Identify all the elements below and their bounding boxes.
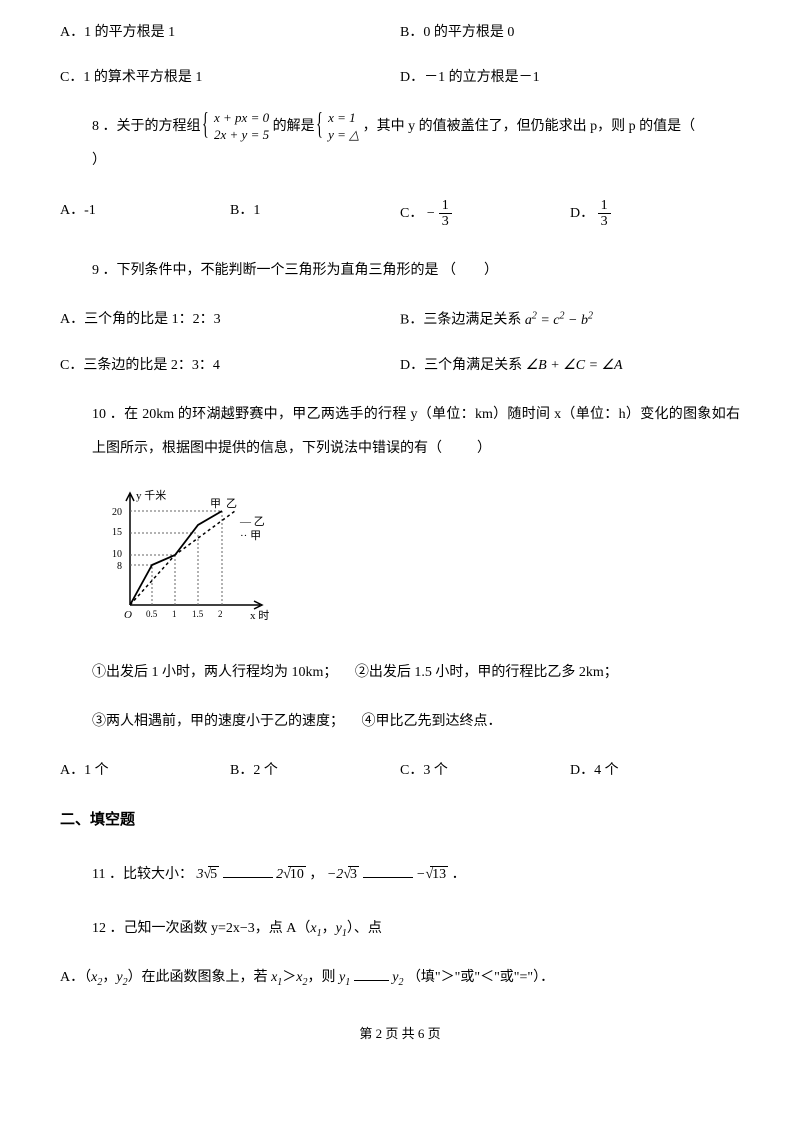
q11-comma: ， <box>309 867 323 882</box>
q10-chart: y 千米 x 时 20 15 10 8 O 0.5 1 1.5 2 甲 乙 — … <box>100 485 740 639</box>
q8-close: ） <box>92 153 106 168</box>
svg-text:2: 2 <box>218 609 223 619</box>
q9: 9 ．下列条件中，不能判断一个三角形为直角三角形的是 （） <box>60 254 740 288</box>
q8-optD-label: D． <box>570 206 594 221</box>
q8-optA: A．-1 <box>60 198 230 230</box>
q8-system1: x + px = 0 2x + y = 5 <box>204 110 269 144</box>
q7-optD: D．－1 的立方根是－1 <box>400 65 740 90</box>
q9-optB-pre: B．三条边满足关系 <box>400 313 521 328</box>
q12-text1: 12 ．己知一次函数 y=2x−3，点 A（ <box>92 921 310 936</box>
q8-fracD-den: 3 <box>598 214 611 229</box>
q12-lineA-mid1: ）在此函数图象上，若 <box>128 970 268 985</box>
svg-text:O: O <box>124 609 132 621</box>
q10-optC: C．3 个 <box>400 758 570 783</box>
q8-optD: D． 13 <box>570 198 740 230</box>
q8-eq1b: 2x + y = 5 <box>214 127 269 144</box>
q10-s2: ②出发后 1.5 小时，甲的行程比乙多 2km； <box>355 665 618 680</box>
svg-text:8: 8 <box>117 561 122 572</box>
q7-optA: A．1 的平方根是 1 <box>60 20 400 45</box>
q11-dot: ． <box>452 867 466 882</box>
q11-r3: 3 <box>348 866 359 882</box>
q12: 12 ．己知一次函数 y=2x−3，点 A（x1，y1）、点 <box>60 912 740 946</box>
svg-text:甲: 甲 <box>210 498 221 510</box>
q11: 11 ．比较大小： 35 210 ， −23 −13 ． <box>60 858 740 892</box>
q10-s1: ①出发后 1 小时，两人行程均为 10km； <box>92 665 337 680</box>
svg-text:y 千米: y 千米 <box>136 489 166 502</box>
q9-text: 9 ．下列条件中，不能判断一个三角形为直角三角形的是 <box>92 263 439 278</box>
svg-text:·· 甲: ·· 甲 <box>240 530 261 542</box>
q8-eq2a: x = 1 <box>328 110 359 127</box>
q9-optB: B．三条边满足关系 a2 = c2 − b2 <box>400 307 740 333</box>
q8-optC: C． −13 <box>400 198 570 230</box>
q12-text2: ）、点 <box>347 921 382 936</box>
q8-fracC-num: 1 <box>439 198 452 214</box>
q10-optA: A．1 个 <box>60 758 230 783</box>
svg-text:0.5: 0.5 <box>146 609 158 619</box>
q12-blank <box>354 967 389 981</box>
svg-text:20: 20 <box>112 507 122 518</box>
q11-a2: 2 <box>276 867 283 882</box>
q7-optC: C．1 的算术平方根是 1 <box>60 65 400 90</box>
q10-options: A．1 个 B．2 个 C．3 个 D．4 个 <box>60 758 740 783</box>
q10-statements-1: ①出发后 1 小时，两人行程均为 10km； ②出发后 1.5 小时，甲的行程比… <box>60 660 740 685</box>
q9-optD-pre: D．三个角满足关系 <box>400 358 522 373</box>
q12-lineA-mid4: （填"＞"或"＜"或"="）． <box>407 970 554 985</box>
svg-text:乙: 乙 <box>226 497 237 510</box>
q11-blank2 <box>363 864 413 878</box>
q11-a1: 3 <box>196 867 203 882</box>
q10-s4: ④甲比乙先到达终点． <box>362 714 502 729</box>
svg-text:1.5: 1.5 <box>192 609 204 619</box>
q9-optD-math: ∠B + ∠C = ∠A <box>526 358 623 373</box>
svg-text:— 乙: — 乙 <box>239 515 265 528</box>
q8-fracD-num: 1 <box>598 198 611 214</box>
q10-s3: ③两人相遇前，甲的速度小于乙的速度； <box>92 714 344 729</box>
page-footer: 第 2 页 共 6 页 <box>60 1022 740 1045</box>
q10-text: 10 ．在 20km 的环湖越野赛中，甲乙两选手的行程 y（单位：km）随时间 … <box>92 407 740 456</box>
q10-optD: D．4 个 <box>570 758 740 783</box>
q9-optD: D．三个角满足关系 ∠B + ∠C = ∠A <box>400 353 740 378</box>
q8: 8 ．关于的方程组 x + px = 0 2x + y = 5 的解是 x = … <box>60 110 740 177</box>
q8-system2: x = 1 y = △ <box>318 110 359 144</box>
q12-lineA-mid2: ＞ <box>282 970 296 985</box>
q11-r2: 10 <box>288 866 306 882</box>
q10-optB: B．2 个 <box>230 758 400 783</box>
q8-fracC-den: 3 <box>439 214 452 229</box>
q8-eq2b: y = △ <box>328 127 359 144</box>
q11-a3: −2 <box>327 867 343 882</box>
svg-text:10: 10 <box>112 549 122 560</box>
chart-svg: y 千米 x 时 20 15 10 8 O 0.5 1 1.5 2 甲 乙 — … <box>100 485 280 630</box>
q9-optC: C．三条边的比是 2：3：4 <box>60 353 400 378</box>
q7-optB: B．0 的平方根是 0 <box>400 20 740 45</box>
svg-text:15: 15 <box>112 527 122 538</box>
q11-pre: 11 ．比较大小： <box>92 867 193 882</box>
q11-a4: − <box>416 867 425 882</box>
section2-title: 二、填空题 <box>60 807 740 834</box>
q10-statements-2: ③两人相遇前，甲的速度小于乙的速度； ④甲比乙先到达终点． <box>60 709 740 734</box>
svg-text:1: 1 <box>172 609 177 619</box>
q12-lineA-mid3: ，则 <box>308 970 336 985</box>
q11-r4: 13 <box>430 866 448 882</box>
q8-prefix: 8 ．关于的方程组 <box>92 119 201 134</box>
q11-r1: 5 <box>208 866 219 882</box>
q8-suffix: ，其中 y 的值被盖住了，但仍能求出 p，则 p 的值是（ <box>363 119 696 134</box>
q10-close: ） <box>477 441 491 456</box>
q7-options: A．1 的平方根是 1 B．0 的平方根是 0 C．1 的算术平方根是 1 D．… <box>60 20 740 110</box>
q11-blank1 <box>223 864 273 878</box>
q8-optC-label: C． <box>400 206 423 221</box>
q8-mid: 的解是 <box>273 119 315 134</box>
svg-text:x 时: x 时 <box>250 609 269 622</box>
q8-eq1a: x + px = 0 <box>214 110 269 127</box>
q10: 10 ．在 20km 的环湖越野赛中，甲乙两选手的行程 y（单位：km）随时间 … <box>60 398 740 465</box>
q9-optB-math: a2 = c2 − b2 <box>525 313 593 328</box>
q8-optB: B．1 <box>230 198 400 230</box>
q12-lineA-pre: A．（ <box>60 970 91 985</box>
q9-options: A．三个角的比是 1：2：3 B．三条边满足关系 a2 = c2 − b2 C．… <box>60 307 740 398</box>
q9-optA: A．三个角的比是 1：2：3 <box>60 307 400 333</box>
q12-lineA: A．（x2，y2）在此函数图象上，若 x1＞x2，则 y1 y2 （填"＞"或"… <box>60 965 740 992</box>
q8-options: A．-1 B．1 C． −13 D． 13 <box>60 198 740 230</box>
